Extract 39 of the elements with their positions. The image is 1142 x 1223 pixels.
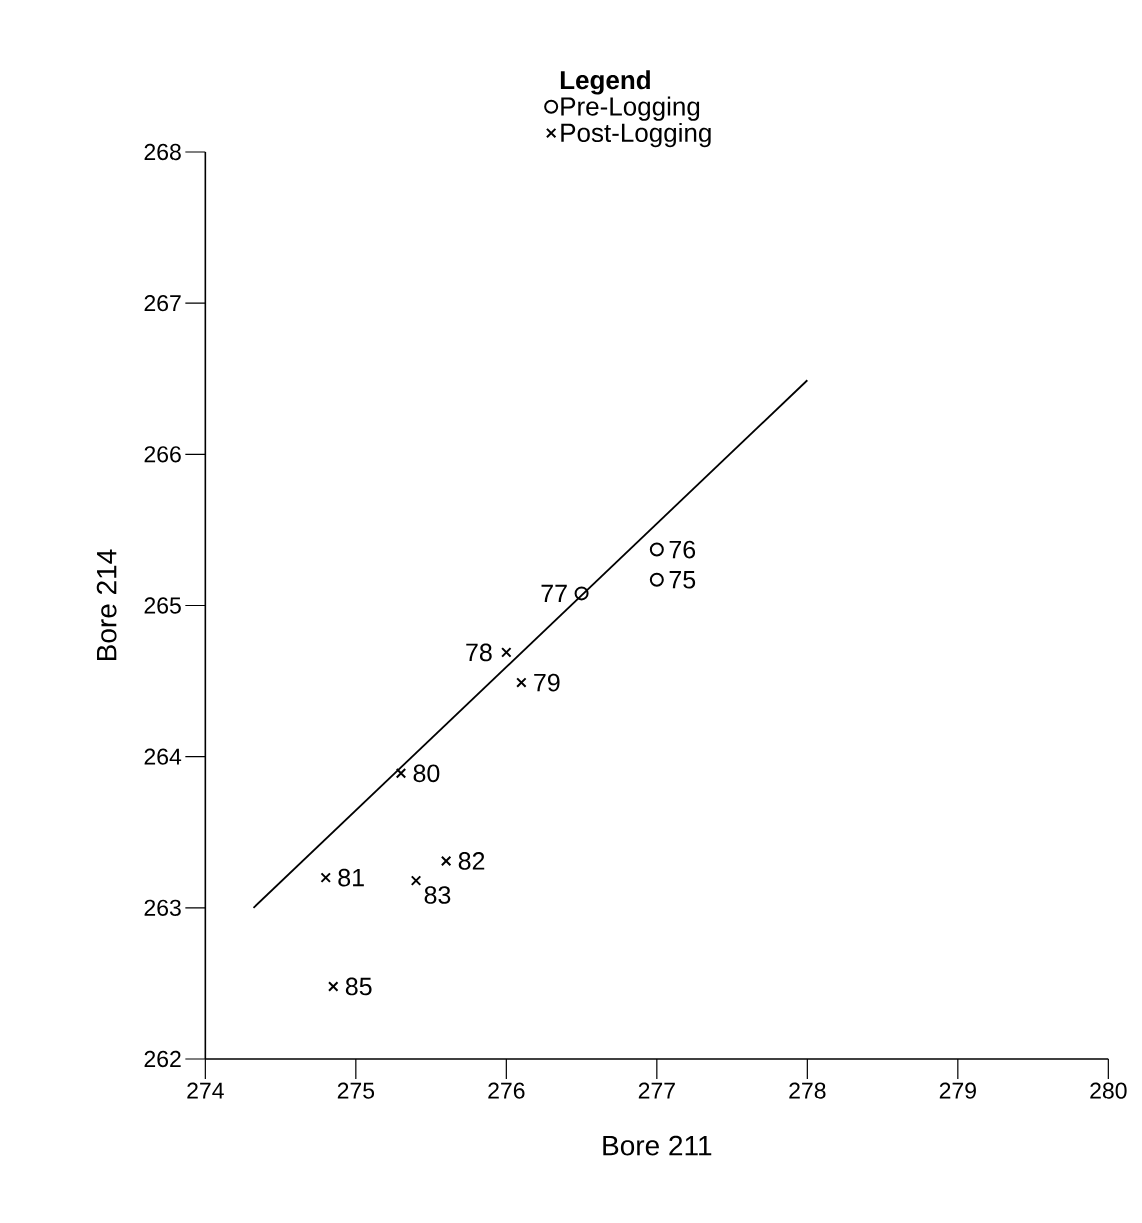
legend-label: Post-Logging bbox=[561, 122, 711, 148]
annotation: 75 bbox=[669, 571, 695, 589]
y-tick-label: 262 bbox=[144, 1050, 181, 1068]
x-tick-label: 280 bbox=[1090, 1082, 1127, 1099]
point bbox=[395, 768, 407, 779]
y-tick-label: 267 bbox=[144, 295, 181, 312]
point bbox=[649, 572, 664, 587]
x-tick-label: 278 bbox=[789, 1082, 826, 1099]
y-tick-label: 264 bbox=[144, 748, 181, 765]
y-axis-title: Bore 214 bbox=[96, 549, 117, 661]
point bbox=[515, 677, 527, 688]
annotation: 78 bbox=[466, 643, 492, 662]
annotation: 79 bbox=[534, 673, 560, 692]
x-tick-label: 277 bbox=[638, 1082, 675, 1099]
y-tick-label: 265 bbox=[144, 597, 181, 614]
x-tick-label: 275 bbox=[337, 1082, 374, 1099]
annotation: 82 bbox=[458, 852, 485, 870]
annotation: 81 bbox=[338, 868, 364, 887]
point bbox=[649, 542, 664, 557]
y-tick-label: 268 bbox=[144, 143, 181, 161]
x-tick-label: 274 bbox=[187, 1082, 224, 1099]
x-tick-label: 276 bbox=[488, 1082, 525, 1099]
point bbox=[574, 586, 589, 601]
annotation: 77 bbox=[541, 584, 567, 602]
y-tick-label: 263 bbox=[144, 899, 181, 916]
legend-label: Pre-Logging bbox=[561, 96, 699, 121]
legend-title: Legend bbox=[560, 70, 650, 95]
point bbox=[410, 875, 422, 886]
x-axis-title: Bore 211 bbox=[603, 1135, 712, 1156]
x-tick-label: 279 bbox=[939, 1082, 976, 1099]
annotation: 83 bbox=[424, 886, 451, 904]
annotation: 76 bbox=[669, 540, 695, 559]
point bbox=[327, 981, 339, 992]
annotation: 80 bbox=[413, 764, 440, 783]
point bbox=[440, 855, 452, 867]
point bbox=[500, 647, 512, 658]
point bbox=[320, 872, 331, 883]
y-tick-label: 266 bbox=[144, 446, 181, 463]
annotation: 85 bbox=[345, 977, 372, 996]
